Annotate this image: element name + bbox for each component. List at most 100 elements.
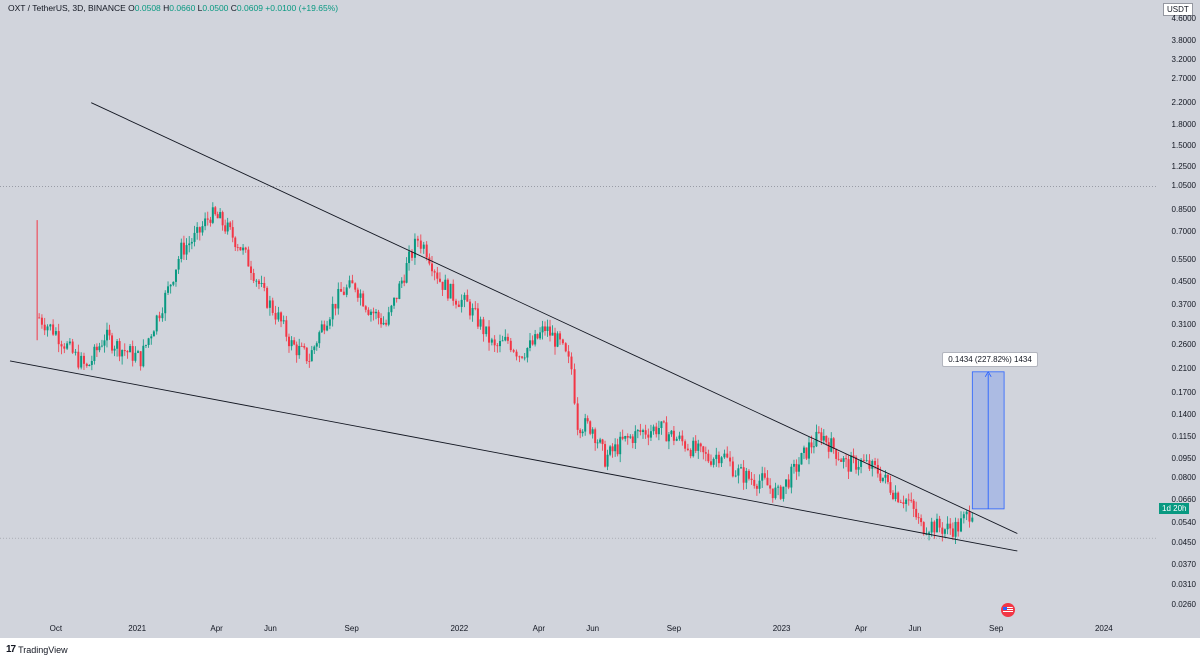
candle-body <box>239 247 242 251</box>
tradingview-logo[interactable]: 17 TradingView <box>6 644 68 655</box>
candle-body <box>805 447 808 459</box>
candle-body <box>529 340 532 348</box>
candle-body <box>177 258 180 270</box>
candle-body <box>438 278 441 282</box>
candle-body <box>891 492 894 500</box>
x-tick-label: Apr <box>532 624 546 633</box>
candle-body <box>660 421 663 429</box>
change-value: +0.0100 (+19.65%) <box>265 3 339 13</box>
candle-body <box>840 459 843 462</box>
candle-body <box>567 351 570 357</box>
candle-body <box>255 280 258 282</box>
currency-button[interactable]: USDT <box>1163 3 1193 16</box>
candle-body <box>933 521 936 533</box>
plot-area[interactable] <box>0 0 1159 638</box>
y-tick-label: 0.1150 <box>1172 431 1196 441</box>
y-tick-label: 4.6000 <box>1171 14 1196 24</box>
candle-body <box>247 249 250 267</box>
candle-body <box>747 470 750 479</box>
candle-body <box>182 242 185 255</box>
candle-body <box>231 227 234 238</box>
candle-body <box>147 338 150 345</box>
candle-body <box>471 307 474 316</box>
candle-body <box>364 306 367 310</box>
candle-body <box>629 436 632 438</box>
candle-body <box>126 351 129 353</box>
candle-body <box>257 280 260 284</box>
candle-body <box>190 241 193 244</box>
us-flag-icon[interactable] <box>1001 603 1015 617</box>
candle-body <box>54 331 57 335</box>
candle-body <box>554 332 557 347</box>
candle-body <box>479 319 482 327</box>
candle-body <box>95 346 98 351</box>
candle-body <box>581 431 584 434</box>
candle-body <box>874 460 877 465</box>
candle-body <box>599 439 602 443</box>
candle-body <box>694 440 697 451</box>
candle-body <box>226 222 229 232</box>
price-axis[interactable] <box>1158 0 1200 638</box>
candle-body <box>609 446 612 455</box>
candle-body <box>196 227 199 233</box>
candle-body <box>116 341 119 349</box>
candle-body <box>862 459 865 461</box>
candle-body <box>260 282 263 284</box>
candle-body <box>792 463 795 467</box>
candle-body <box>820 432 823 441</box>
candle-body <box>920 518 923 523</box>
candle-body <box>745 470 748 483</box>
candle-body <box>702 446 705 453</box>
candle-body <box>263 282 266 288</box>
candle-body <box>785 479 788 487</box>
candle-body <box>482 319 485 335</box>
y-tick-label: 0.5500 <box>1171 254 1196 264</box>
candle-body <box>298 345 301 356</box>
candle-body <box>755 485 758 489</box>
candle-body <box>250 266 253 273</box>
candle-body <box>488 326 491 343</box>
candle-body <box>774 487 777 499</box>
candle-body <box>268 300 271 308</box>
candle-body <box>496 345 499 347</box>
candle-body <box>941 527 944 534</box>
close-value: 0.0609 <box>236 3 263 13</box>
candle-body <box>139 351 142 367</box>
candle-body <box>229 222 232 228</box>
candle-body <box>850 455 853 472</box>
candle-body <box>715 454 718 459</box>
candle-body <box>946 523 949 530</box>
candle-body <box>523 357 526 359</box>
candle-body <box>889 482 892 493</box>
candle-body <box>761 473 764 481</box>
candle-body <box>234 237 237 248</box>
candle-body <box>403 280 406 283</box>
candle-body <box>466 294 469 302</box>
candle-body <box>943 529 946 534</box>
chart-canvas[interactable] <box>0 0 1158 638</box>
candle-body <box>351 280 354 284</box>
candle-body <box>206 218 209 220</box>
trendline <box>91 102 1018 534</box>
candle-body <box>541 326 544 333</box>
candle-body <box>315 343 318 347</box>
candle-body <box>356 289 359 298</box>
measure-label[interactable]: 0.1434 (227.82%) 1434 <box>942 351 1038 367</box>
candle-body <box>201 226 204 233</box>
candle-body <box>968 511 971 522</box>
candle-body <box>657 428 660 435</box>
y-tick-label: 3.2000 <box>1171 55 1196 65</box>
candle-body <box>797 464 800 472</box>
candle-body <box>93 346 96 361</box>
candle-body <box>556 333 559 347</box>
high-value: 0.0660 <box>169 3 196 13</box>
candle-body <box>802 447 805 453</box>
candle-body <box>561 339 564 344</box>
candle-body <box>452 283 455 301</box>
y-tick-label: 0.1400 <box>1171 409 1196 419</box>
candle-body <box>845 458 848 460</box>
symbol-title[interactable]: OXT / TetherUS, 3D, BINANCE <box>8 3 126 13</box>
countdown-price-tag: 1d 20h <box>1159 502 1190 514</box>
candle-body <box>782 486 785 499</box>
candle-body <box>521 356 524 358</box>
